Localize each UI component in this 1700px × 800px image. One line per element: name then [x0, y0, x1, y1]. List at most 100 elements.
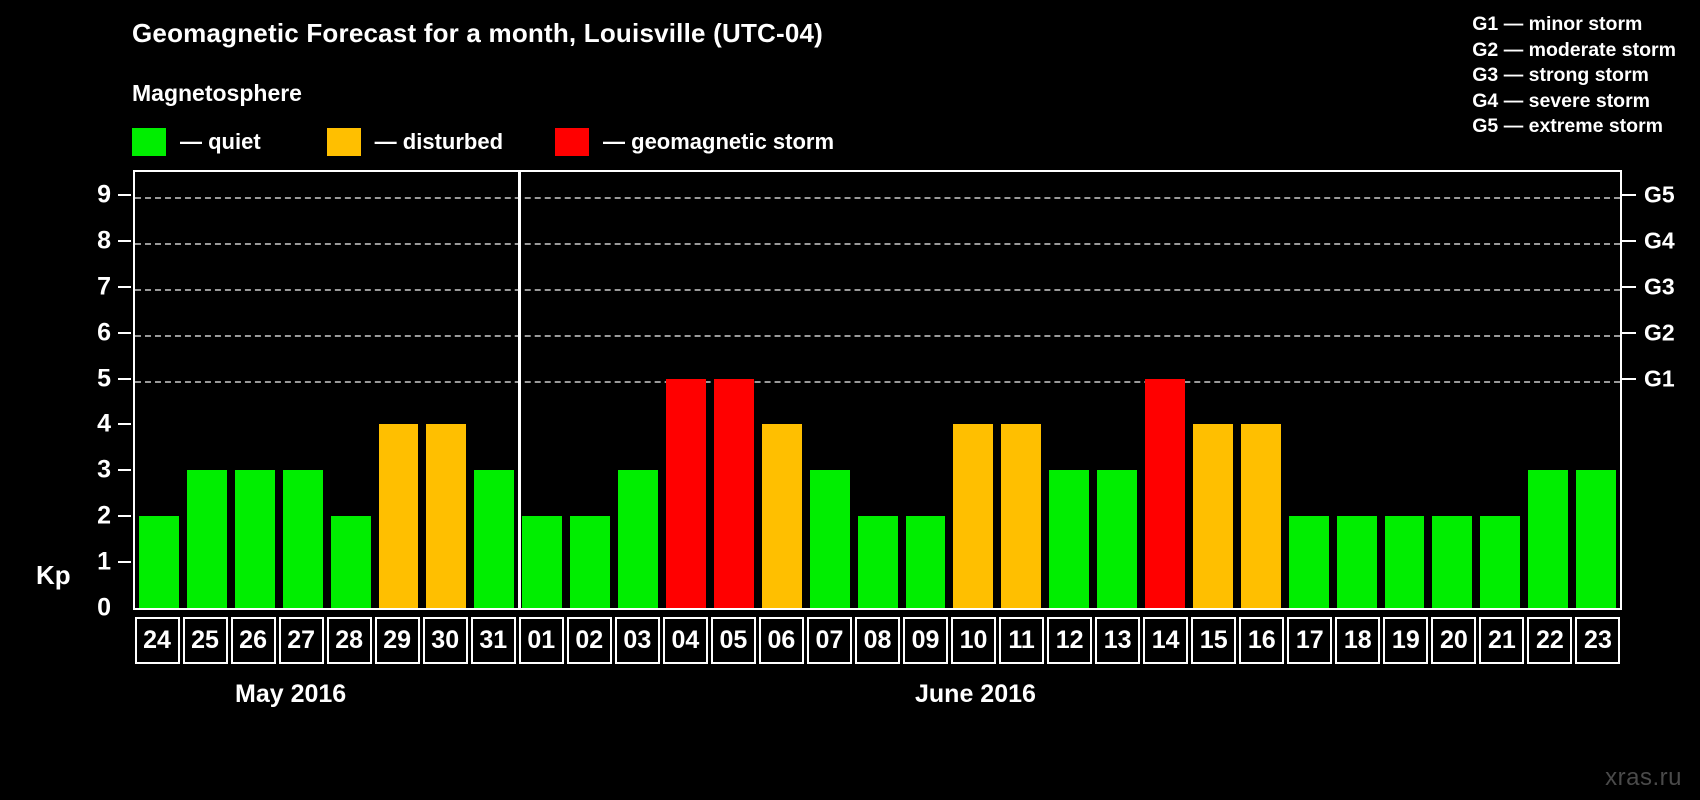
bar-27: [282, 470, 323, 608]
bar-29: [378, 424, 419, 608]
bar-cell: [949, 172, 997, 608]
y-tick-mark-5: [118, 377, 131, 380]
date-cell-29: 29: [374, 617, 420, 664]
date-cell-12: 12: [1047, 617, 1093, 664]
gscale-row-g4: G4 — severe storm: [1472, 89, 1651, 112]
bar-cell: [1428, 172, 1476, 608]
y-tick-mark-8: [118, 239, 131, 242]
date-cell-05: 05: [710, 617, 756, 664]
plot-area: [133, 170, 1622, 610]
bar-21: [1480, 516, 1521, 608]
date-cell-08: 08: [854, 617, 900, 664]
bar-cell: [183, 172, 231, 608]
bar-cell: [327, 172, 375, 608]
bar-22: [1528, 470, 1569, 608]
bar-08: [857, 516, 898, 608]
bar-cell: [806, 172, 854, 608]
g-tick-label-g1: G1: [1644, 365, 1675, 392]
g-tick-label-g4: G4: [1644, 227, 1675, 254]
g-tick-label-g5: G5: [1644, 181, 1675, 208]
date-cell-25: 25: [182, 617, 228, 664]
bar-20: [1432, 516, 1473, 608]
date-cell-18: 18: [1335, 617, 1381, 664]
gridline-kp-5: [135, 380, 1620, 383]
month-label-left: May 2016: [235, 680, 347, 708]
y-tick-label-8: 8: [97, 226, 111, 255]
date-cell-21: 21: [1479, 617, 1525, 664]
legend-item-quiet: — quiet: [132, 128, 261, 156]
page-title: Geomagnetic Forecast for a month, Louisv…: [132, 18, 824, 48]
bar-02: [570, 516, 611, 608]
y-tick-mark-1: [118, 561, 131, 564]
date-axis: 24 25 26 27 28 29 30 31 01 02 03 04 05 06 07 08 09 10 11 12…: [133, 617, 1622, 664]
legend-label-storm: — geomagnetic storm: [603, 129, 835, 154]
bar-26: [234, 470, 275, 608]
bar-01: [522, 516, 563, 608]
gridline-kp-9: [135, 196, 1620, 199]
date-cell-03: 03: [614, 617, 660, 664]
bar-30: [426, 424, 467, 608]
y-tick-label-4: 4: [97, 409, 111, 438]
g-tick-mark-g5: [1622, 193, 1636, 196]
date-cell-17: 17: [1287, 617, 1333, 664]
legend-swatch-storm-icon: [555, 128, 590, 156]
y-tick-mark-3: [118, 469, 131, 472]
bar-06: [761, 424, 802, 608]
date-cell-04: 04: [662, 617, 708, 664]
gridline-kp-7: [135, 288, 1620, 291]
date-cell-23: 23: [1575, 617, 1621, 664]
bar-16: [1240, 424, 1281, 608]
legend-label-disturbed: — disturbed: [374, 129, 504, 154]
bar-cell: [135, 172, 183, 608]
y-tick-label-9: 9: [97, 180, 111, 209]
bar-cell: [1524, 172, 1572, 608]
date-cell-13: 13: [1095, 617, 1141, 664]
g-tick-mark-g1: [1622, 377, 1636, 380]
date-cell-11: 11: [999, 617, 1045, 664]
bar-04: [665, 378, 706, 608]
date-cell-14: 14: [1143, 617, 1189, 664]
bar-cell: [1189, 172, 1237, 608]
bar-series: [135, 172, 1620, 608]
date-cell-22: 22: [1527, 617, 1573, 664]
magnetosphere-label: Magnetosphere: [132, 80, 302, 106]
date-cell-20: 20: [1431, 617, 1477, 664]
y-tick-label-3: 3: [97, 455, 111, 484]
y-axis: Kp 9 8 7 6 5 4 3 2 1 0: [0, 170, 133, 622]
bar-cell: [518, 172, 566, 608]
bar-14: [1145, 378, 1185, 608]
g-tick-label-g2: G2: [1644, 319, 1675, 346]
date-cell-27: 27: [278, 617, 324, 664]
legend-item-disturbed: — disturbed: [326, 128, 504, 156]
bar-03: [618, 470, 658, 608]
date-cell-10: 10: [951, 617, 997, 664]
bar-cell: [758, 172, 806, 608]
plot-frame: [133, 170, 1622, 610]
bar-25: [186, 470, 227, 608]
bar-18: [1336, 516, 1377, 608]
bar-cell: [566, 172, 614, 608]
bar-cell: [902, 172, 950, 608]
bar-17: [1288, 516, 1329, 608]
bar-cell: [470, 172, 518, 608]
date-cell-30: 30: [422, 617, 468, 664]
bar-cell: [1285, 172, 1333, 608]
date-cell-02: 02: [566, 617, 612, 664]
gridline-kp-6: [135, 334, 1620, 337]
bar-07: [809, 470, 850, 608]
bar-05: [713, 378, 754, 608]
bar-cell: [1333, 172, 1381, 608]
bar-cell: [1237, 172, 1285, 608]
bar-cell: [1572, 172, 1620, 608]
bar-cell: [1476, 172, 1524, 608]
gscale-legend: G1 — minor storm G2 — moderate storm G3 — …: [1472, 12, 1676, 140]
bar-cell: [614, 172, 662, 608]
gscale-row-g3: G3 — strong storm: [1472, 64, 1649, 86]
y-tick-label-0: 0: [97, 593, 111, 622]
bar-cell: [710, 172, 758, 608]
gscale-row-g1: G1 — minor storm: [1472, 13, 1643, 35]
g-tick-label-g3: G3: [1644, 273, 1675, 300]
gscale-row-g2: G2 — moderate storm: [1472, 38, 1676, 61]
g-tick-mark-g2: [1622, 331, 1636, 334]
